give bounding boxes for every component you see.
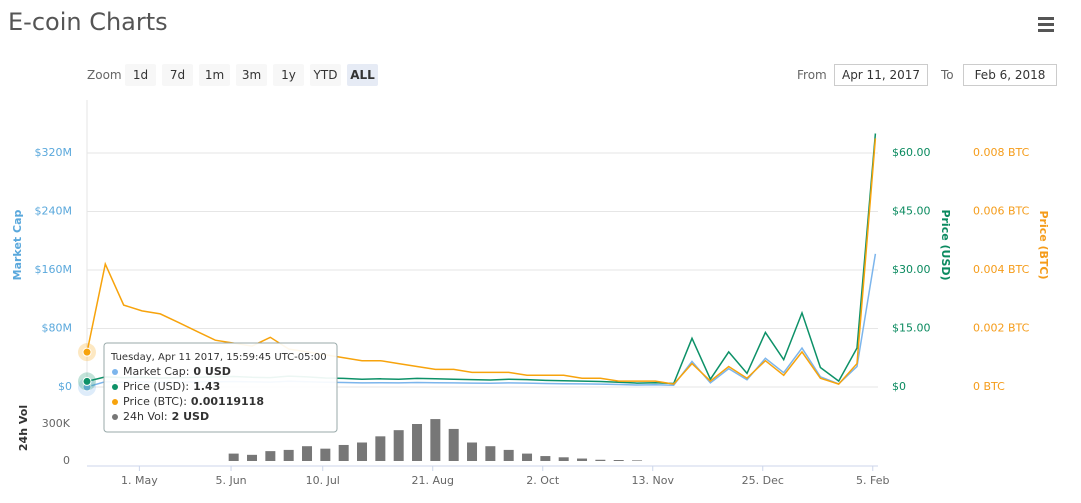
tooltip-bullet (112, 414, 118, 420)
x-tick-label: 25. Dec (742, 474, 784, 487)
x-tick-label: 5. Feb (856, 474, 889, 487)
y-tick-label: $0 (58, 380, 72, 393)
volume-bar (595, 459, 606, 461)
x-tick-label: 13. Nov (632, 474, 675, 487)
y-tick-label: $80M (42, 322, 73, 335)
y-tick-label: $30.00 (892, 263, 931, 276)
zoom-button[interactable]: YTD (310, 64, 341, 86)
volume-bar (338, 444, 349, 461)
y-tick-label: 0.002 BTC (973, 322, 1030, 335)
tooltip-label: 24h Vol: (123, 410, 168, 423)
x-tick-label: 1. May (121, 474, 158, 487)
tooltip-bullet (112, 369, 118, 375)
volume-bar (430, 419, 441, 461)
volume-bar (265, 451, 276, 461)
y-tick-label: 0.004 BTC (973, 263, 1030, 276)
tooltip-bullet (112, 384, 118, 390)
tooltip-box (103, 342, 338, 433)
volume-bar (448, 428, 459, 461)
x-tick-label: 10. Jul (306, 474, 340, 487)
tooltip-label: Price (BTC): (123, 395, 187, 408)
volume-bar (247, 454, 258, 461)
tooltip-label: Market Cap: (123, 365, 189, 378)
volume-bar (632, 460, 643, 461)
y-tick-label: $15.00 (892, 322, 931, 335)
volume-bar (467, 442, 478, 461)
series-line (86, 138, 877, 385)
y-tick-label: 0 BTC (973, 380, 1005, 393)
tooltip-row: Market Cap: 0 USD (123, 365, 231, 378)
volume-bar (485, 446, 496, 461)
volume-bar (540, 456, 551, 461)
y-tick-label: 0 (63, 454, 70, 467)
y-tick-label: $60.00 (892, 146, 931, 159)
y-axis-title: Market Cap (11, 210, 24, 281)
y-tick-label: 300K (42, 417, 71, 430)
menu-button[interactable] (1038, 17, 1054, 32)
volume-bar (558, 457, 569, 461)
zoom-label: Zoom (87, 68, 122, 82)
tooltip-bullet (112, 399, 118, 405)
volume-bar (302, 446, 313, 461)
zoom-button[interactable]: 7d (162, 64, 193, 86)
y3-axis-title: Price (BTC) (1037, 210, 1050, 279)
volume-bar (357, 442, 368, 461)
volume-bar (503, 449, 514, 461)
x-tick-label: 5. Jun (215, 474, 246, 487)
tooltip-value: 2 USD (172, 410, 209, 423)
tooltip-value: 0 USD (193, 365, 230, 378)
tooltip-value: 0.00119118 (191, 395, 264, 408)
y-tick-label: $320M (35, 146, 73, 159)
y-tick-label: $240M (35, 205, 73, 218)
tooltip-row: Price (USD): 1.43 (123, 380, 220, 393)
tooltip-row: Price (BTC): 0.00119118 (123, 395, 264, 408)
hover-point (82, 376, 92, 386)
volume-bar (613, 460, 624, 461)
tooltip-label: Price (USD): (123, 380, 189, 393)
hover-point (82, 347, 92, 357)
zoom-button[interactable]: 1y (273, 64, 304, 86)
to-label: To (941, 68, 954, 82)
x-tick-label: 21. Aug (411, 474, 453, 487)
y2-axis-title: Price (USD) (939, 209, 952, 280)
volume-bar (228, 453, 239, 461)
y-tick-label: $45.00 (892, 205, 931, 218)
volume-bar (320, 448, 331, 461)
y-tick-label: $160M (35, 263, 73, 276)
page-title: E-coin Charts (8, 8, 168, 36)
volume-bar (412, 424, 423, 461)
y-tick-label: 0.006 BTC (973, 205, 1030, 218)
volume-bar (283, 449, 294, 461)
from-label: From (797, 68, 827, 82)
volume-axis-title: 24h Vol (17, 405, 30, 451)
volume-bar (393, 430, 404, 461)
tooltip-title: Tuesday, Apr 11 2017, 15:59:45 UTC-05:00 (110, 352, 327, 363)
to-input[interactable]: Feb 6, 2018 (963, 64, 1057, 86)
volume-bar (577, 458, 588, 461)
zoom-button[interactable]: 1m (199, 64, 230, 86)
zoom-button[interactable]: ALL (347, 64, 378, 86)
volume-bar (522, 453, 533, 461)
y-tick-label: 0.008 BTC (973, 146, 1030, 159)
tooltip-row: 24h Vol: 2 USD (123, 410, 209, 423)
zoom-button[interactable]: 3m (236, 64, 267, 86)
volume-bar (375, 436, 386, 461)
x-tick-label: 2. Oct (526, 474, 560, 487)
from-input[interactable]: Apr 11, 2017 (834, 64, 928, 86)
tooltip: Tuesday, Apr 11 2017, 15:59:45 UTC-05:00… (103, 342, 338, 433)
zoom-button[interactable]: 1d (125, 64, 156, 86)
y-tick-label: $0 (892, 380, 906, 393)
tooltip-value: 1.43 (193, 380, 220, 393)
